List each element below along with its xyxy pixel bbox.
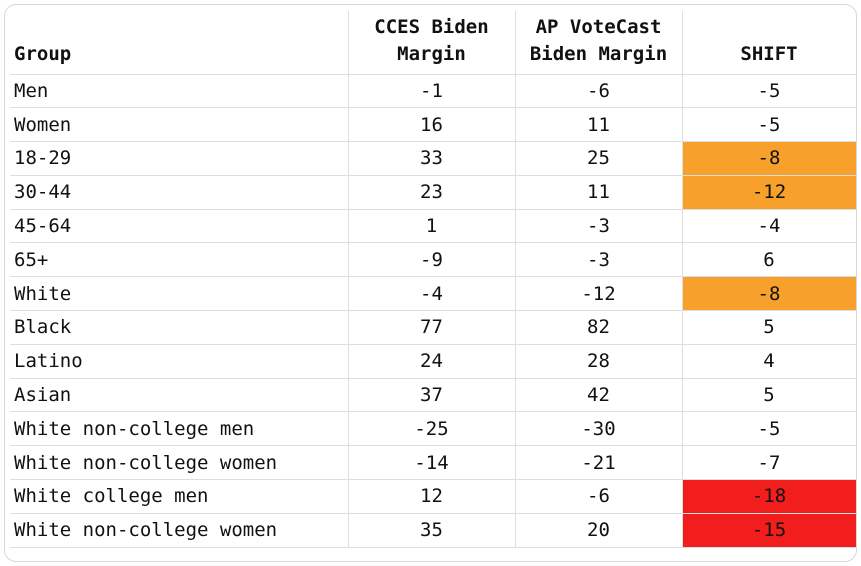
- cell-shift: -8: [681, 141, 856, 176]
- cell-ap-margin: 42: [514, 377, 683, 413]
- table-row: 45-64 1 -3 -4: [10, 208, 856, 244]
- cell-ap-margin: -6: [514, 479, 683, 514]
- cell-group: Women: [10, 107, 349, 143]
- cell-cces-margin: -4: [347, 276, 516, 312]
- cell-group: White college men: [10, 479, 349, 514]
- column-header-ap-line2: Biden Margin: [529, 42, 668, 65]
- column-header-cces-line1: CCES Biden: [374, 15, 489, 38]
- table-row: White -4 -12 -8: [10, 276, 856, 312]
- table-row: 30-44 23 11 -12: [10, 174, 856, 210]
- cell-ap-margin: -3: [514, 242, 683, 278]
- cell-group: White non-college women: [10, 512, 349, 548]
- table-body: Men -1 -6 -5 Women 16 11 -5 18-29 33 25 …: [10, 73, 856, 548]
- cell-group: 18-29: [10, 141, 349, 176]
- column-header-ap: AP VoteCast Biden Margin: [514, 11, 683, 75]
- cell-cces-margin: 77: [347, 310, 516, 345]
- column-header-cces: CCES Biden Margin: [347, 11, 516, 75]
- table-row: White college men 12 -6 -18: [10, 479, 856, 514]
- cell-shift: 5: [681, 377, 856, 413]
- cell-group: 65+: [10, 242, 349, 278]
- column-header-shift-label: SHIFT: [740, 42, 798, 65]
- cell-group: Latino: [10, 343, 349, 379]
- table-row: 65+ -9 -3 6: [10, 242, 856, 278]
- cell-cces-margin: 33: [347, 141, 516, 176]
- cell-ap-margin: 11: [514, 107, 683, 143]
- cell-cces-margin: -9: [347, 242, 516, 278]
- cell-shift: -18: [681, 479, 856, 514]
- cell-group: 30-44: [10, 174, 349, 210]
- table-row: Latino 24 28 4: [10, 343, 856, 379]
- cell-cces-margin: -25: [347, 411, 516, 447]
- table-row: White non-college men -25 -30 -5: [10, 411, 856, 447]
- cell-shift: 5: [681, 310, 856, 345]
- table-row: 18-29 33 25 -8: [10, 141, 856, 176]
- table-row: White non-college women -14 -21 -7: [10, 445, 856, 481]
- table-row: Asian 37 42 5: [10, 377, 856, 413]
- cell-cces-margin: 1: [347, 208, 516, 244]
- cell-shift: -5: [681, 107, 856, 143]
- cell-shift: -15: [681, 512, 856, 548]
- cell-ap-margin: 25: [514, 141, 683, 176]
- cell-cces-margin: -14: [347, 445, 516, 481]
- table-row: Women 16 11 -5: [10, 107, 856, 143]
- cell-ap-margin: -3: [514, 208, 683, 244]
- column-header-ap-line1: AP VoteCast: [535, 15, 662, 38]
- table-row: White non-college women 35 20 -15: [10, 512, 856, 548]
- cell-group: 45-64: [10, 208, 349, 244]
- cell-ap-margin: -12: [514, 276, 683, 312]
- cell-ap-margin: 28: [514, 343, 683, 379]
- cell-ap-margin: -6: [514, 73, 683, 109]
- cell-shift: -7: [681, 445, 856, 481]
- cell-group: White non-college men: [10, 411, 349, 447]
- cell-shift: -4: [681, 208, 856, 244]
- table-row: Men -1 -6 -5: [10, 73, 856, 109]
- margin-comparison-table: Group CCES Biden Margin AP VoteCast Bide…: [10, 11, 856, 548]
- cell-ap-margin: 11: [514, 174, 683, 210]
- table-row: Black 77 82 5: [10, 310, 856, 345]
- cell-cces-margin: 16: [347, 107, 516, 143]
- cell-shift: -12: [681, 174, 856, 210]
- cell-ap-margin: -21: [514, 445, 683, 481]
- cell-group: Black: [10, 310, 349, 345]
- cell-cces-margin: 35: [347, 512, 516, 548]
- cell-group: White non-college women: [10, 445, 349, 481]
- cell-shift: 6: [681, 242, 856, 278]
- cell-shift: 4: [681, 343, 856, 379]
- cell-ap-margin: 20: [514, 512, 683, 548]
- cell-cces-margin: 12: [347, 479, 516, 514]
- column-header-cces-line2: Margin: [397, 42, 466, 65]
- column-header-shift: SHIFT: [681, 11, 856, 75]
- cell-group: Men: [10, 73, 349, 109]
- cell-ap-margin: -30: [514, 411, 683, 447]
- cell-group: Asian: [10, 377, 349, 413]
- table-card: Group CCES Biden Margin AP VoteCast Bide…: [4, 4, 857, 562]
- column-header-group-label: Group: [14, 42, 72, 65]
- cell-cces-margin: 23: [347, 174, 516, 210]
- cell-ap-margin: 82: [514, 310, 683, 345]
- header-row: Group CCES Biden Margin AP VoteCast Bide…: [10, 11, 856, 75]
- cell-shift: -5: [681, 411, 856, 447]
- cell-shift: -8: [681, 276, 856, 312]
- cell-cces-margin: -1: [347, 73, 516, 109]
- cell-cces-margin: 24: [347, 343, 516, 379]
- cell-shift: -5: [681, 73, 856, 109]
- cell-group: White: [10, 276, 349, 312]
- column-header-group: Group: [10, 11, 349, 75]
- cell-cces-margin: 37: [347, 377, 516, 413]
